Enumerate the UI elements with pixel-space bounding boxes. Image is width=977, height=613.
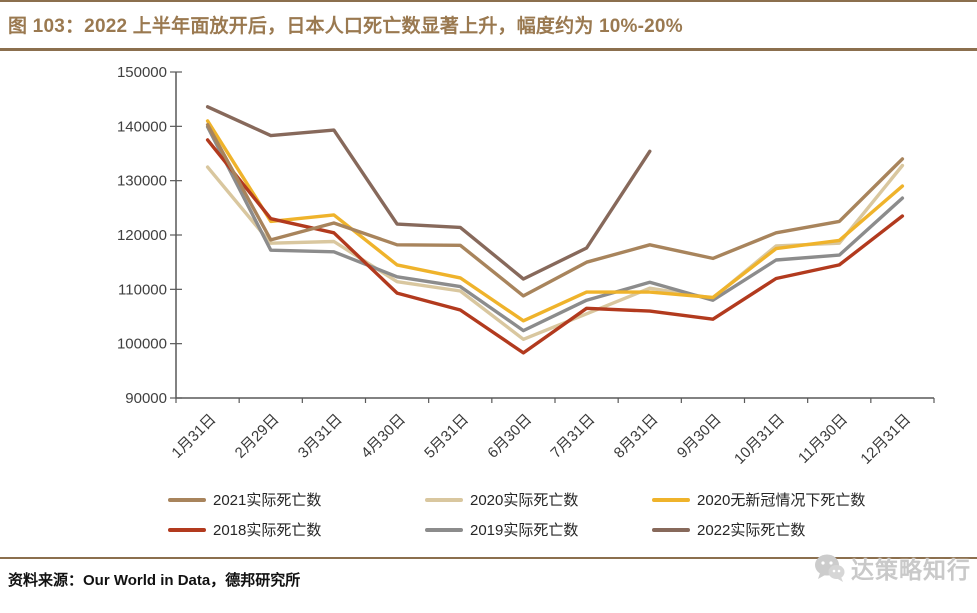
x-axis-tick-label: 6月30日 [484,411,535,462]
legend-swatch [652,527,690,532]
series-line-2018实际死亡数 [205,138,905,355]
y-axis-tick-label: 140000 [117,118,167,135]
source-note: 资料来源：Our World in Data，德邦研究所 [8,572,301,589]
legend-item: 2020无新冠情况下死亡数 [652,489,865,510]
legend-label: 2020实际死亡数 [470,492,579,509]
title-divider-rule [0,48,977,51]
legend: 2021实际死亡数 2020实际死亡数 2020无新冠情况下死亡数 2018实际死亡数… [168,489,865,540]
y-axis-tick-label: 90000 [125,390,167,407]
x-axis-tick-label: 5月31日 [421,411,472,462]
y-axis-tick-label: 130000 [117,173,167,190]
legend-swatch [652,497,690,502]
series-line-2020无新冠情况下死亡数 [205,119,905,323]
legend-item: 2019实际死亡数 [425,519,652,540]
y-axis-tick-label: 150000 [117,64,167,81]
footer-divider-rule [0,557,977,559]
legend-swatch [168,527,206,532]
legend-swatch [425,527,463,532]
x-axis-tick-label: 2月29日 [232,411,283,462]
legend-swatch [168,497,206,502]
line-chart: 90000 100000 110000 120000 130000 140000 15000… [117,64,935,468]
watermark: 达策略知行 [813,551,971,585]
x-axis-tick-label: 7月31日 [547,411,598,462]
series-line-2022实际死亡数 [205,105,652,281]
x-axis-tick-label: 3月31日 [295,411,346,462]
y-axis-tick-label: 100000 [117,336,167,353]
x-axis-tick-label: 1月31日 [168,411,219,462]
legend-item: 2018实际死亡数 [168,519,425,540]
legend-label: 2021实际死亡数 [213,492,322,509]
watermark-text: 达策略知行 [851,557,971,583]
legend-item: 2021实际死亡数 [168,489,425,510]
y-axis-tick-label: 110000 [118,281,167,298]
series-line-2020实际死亡数 [205,163,905,341]
wechat-bubble-icon [815,554,845,582]
y-axis-tick-label: 120000 [117,227,167,244]
top-border-rule [0,0,977,2]
x-axis-tick-label: 9月30日 [674,411,725,462]
legend-label: 2018实际死亡数 [213,522,322,539]
x-axis-tick-label: 12月31日 [857,411,914,468]
x-axis-tick-label: 11月30日 [795,411,851,467]
legend-label: 2020无新冠情况下死亡数 [697,492,866,509]
legend-item: 2022实际死亡数 [652,519,865,540]
series-line-2019实际死亡数 [205,125,905,333]
legend-swatch [425,497,463,502]
x-axis-tick-label: 10月31日 [731,411,788,468]
x-axis-tick-label: 4月30日 [358,411,409,462]
legend-label: 2019实际死亡数 [470,522,579,539]
figure-title: 图 103：2022 上半年面放开后，日本人口死亡数显著上升，幅度约为 10%-… [8,16,683,37]
series-line-2021实际死亡数 [205,122,905,298]
legend-label: 2022实际死亡数 [697,522,806,539]
legend-item: 2020实际死亡数 [425,489,652,510]
x-axis-tick-label: 8月31日 [611,411,662,462]
